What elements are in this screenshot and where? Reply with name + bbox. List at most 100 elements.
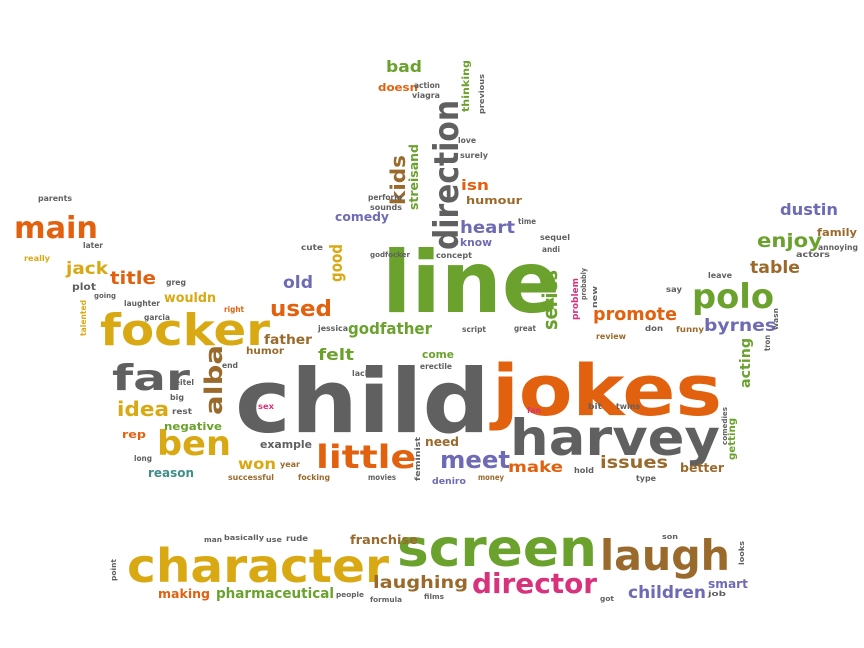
word-time: time xyxy=(518,217,537,226)
word-polo: polo xyxy=(692,277,774,317)
word-godfather: godfather xyxy=(348,319,432,338)
word-wasn: wasn xyxy=(772,308,780,330)
word-old: old xyxy=(283,273,313,293)
word-alba: alba xyxy=(200,345,228,415)
word-main: main xyxy=(14,211,98,246)
word-father: father xyxy=(264,333,313,348)
word-won: won xyxy=(238,455,276,473)
word-isn: isn xyxy=(461,178,489,194)
word-successful: successful xyxy=(228,473,274,482)
word-children: children xyxy=(628,583,706,603)
word-point: point xyxy=(110,558,118,581)
word-leave: leave xyxy=(708,271,733,280)
word-great: great xyxy=(514,324,536,333)
word-going: going xyxy=(94,292,116,300)
word-viagra: viagra xyxy=(412,91,440,100)
word-family: family xyxy=(817,226,857,239)
word-issues: issues xyxy=(600,453,668,473)
word-thinking: thinking xyxy=(461,60,472,112)
word-job: job xyxy=(707,590,726,598)
word-deniro: deniro xyxy=(432,477,466,487)
word-lack: lack xyxy=(352,369,371,378)
word-bad: bad xyxy=(386,57,422,76)
word-felt: felt xyxy=(318,345,354,364)
word-pharmaceutical: pharmaceutical xyxy=(216,586,334,602)
word-good: good xyxy=(327,244,347,282)
word-got: got xyxy=(600,595,615,603)
word-reason: reason xyxy=(148,466,194,480)
word-actors: actors xyxy=(796,250,830,259)
word-problem: problem xyxy=(571,278,581,320)
word-need: need xyxy=(425,435,459,449)
word-long: long xyxy=(134,454,152,463)
word-comedies: comedies xyxy=(721,407,729,445)
word-talented: talented xyxy=(79,300,88,336)
word-harvey: harvey xyxy=(510,409,720,467)
word-jokes: jokes xyxy=(489,350,722,432)
word-fan: fan xyxy=(527,406,541,415)
word-child: child xyxy=(235,350,490,453)
word-perform: perform xyxy=(368,193,402,202)
word-bit: bit xyxy=(588,402,602,411)
word-sequel: sequel xyxy=(540,233,570,242)
word-negative: negative xyxy=(164,420,222,433)
word-line: line xyxy=(382,233,560,333)
word-jack: jack xyxy=(65,259,109,279)
word-used: used xyxy=(270,297,332,322)
word-parents: parents xyxy=(38,194,72,203)
word-series: series xyxy=(538,270,562,330)
word-say: say xyxy=(666,285,683,294)
word-later: later xyxy=(83,241,103,250)
word-plot: plot xyxy=(72,282,96,293)
word-end: end xyxy=(222,361,238,370)
word-type: type xyxy=(636,474,657,483)
word-sounds: sounds xyxy=(370,203,402,212)
word-humour: humour xyxy=(466,194,523,207)
word-little: little xyxy=(316,438,416,476)
word-know: know xyxy=(460,236,492,249)
word-tron: tron xyxy=(763,335,772,351)
word-twins: twins xyxy=(616,402,640,411)
word-love: love xyxy=(458,136,477,145)
word-man: man xyxy=(204,536,222,544)
word-really: really xyxy=(24,254,51,263)
word-review: review xyxy=(596,332,627,341)
word-getting: getting xyxy=(727,418,738,460)
word-rep: rep xyxy=(122,428,146,441)
word-director: director xyxy=(472,567,597,600)
word-heart: heart xyxy=(460,218,515,238)
word-action: action xyxy=(414,81,440,90)
word-smart: smart xyxy=(708,577,748,591)
word-character: character xyxy=(127,539,389,593)
word-script: script xyxy=(462,325,486,334)
word-making: making xyxy=(158,587,210,601)
word-byrnes: byrnes xyxy=(704,316,776,336)
word-greg: greg xyxy=(166,278,186,287)
word-far: far xyxy=(112,358,190,399)
word-keitel: keitel xyxy=(170,378,194,387)
word-use: use xyxy=(266,536,282,544)
word-focker: focker xyxy=(100,305,270,356)
word-looks: looks xyxy=(738,541,746,565)
word-wouldn: wouldn xyxy=(164,291,216,306)
word-example: example xyxy=(260,438,312,451)
word-make: make xyxy=(508,458,563,476)
word-sex: sex xyxy=(258,402,275,411)
word-acting: acting xyxy=(738,338,754,388)
word-films: films xyxy=(424,593,444,601)
word-movies: movies xyxy=(368,473,396,482)
word-previous: previous xyxy=(478,74,486,114)
word-erectile: erectile xyxy=(420,362,453,371)
word-screen: screen xyxy=(397,519,597,579)
word-rest: rest xyxy=(172,407,192,416)
word-basically: basically xyxy=(224,534,264,542)
word-rude: rude xyxy=(286,534,309,543)
word-humor: humor xyxy=(246,346,284,357)
word-laughter: laughter xyxy=(124,299,160,308)
word-better: better xyxy=(680,461,724,475)
word-jessica: jessica xyxy=(317,324,348,333)
word-surely: surely xyxy=(460,151,489,160)
word-son: son xyxy=(662,533,678,541)
word-concept: concept xyxy=(436,251,472,260)
word-idea: idea xyxy=(117,397,169,421)
